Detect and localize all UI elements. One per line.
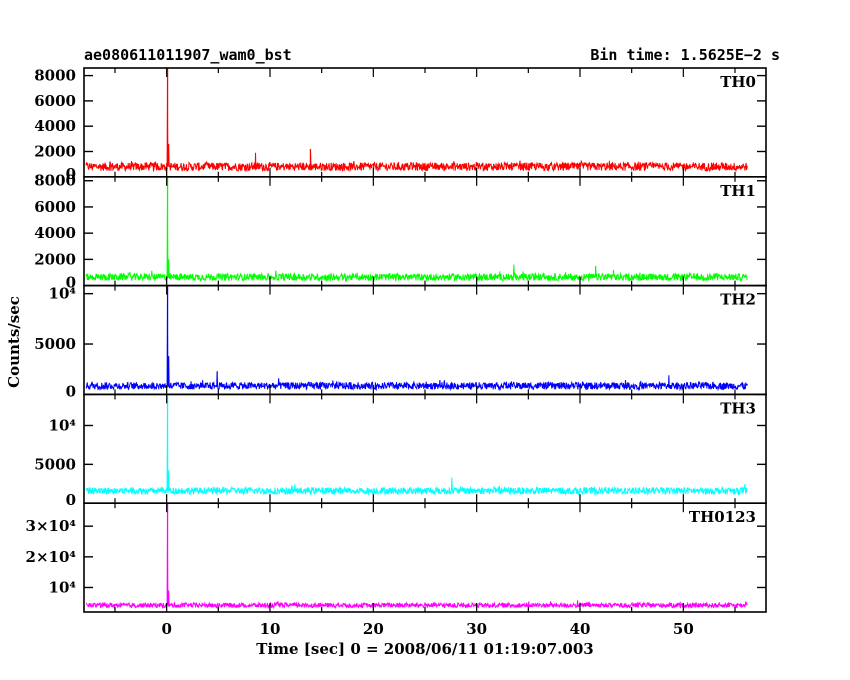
y-tick-label: 2000 bbox=[34, 142, 76, 160]
y-tick-label: 3×10⁴ bbox=[26, 517, 77, 535]
y-tick-label: 10⁴ bbox=[49, 285, 77, 303]
panel-th3: TH3 0 5000 10⁴ bbox=[34, 393, 767, 509]
x-tick-label: 20 bbox=[363, 620, 384, 638]
y-tick-label: 4000 bbox=[34, 224, 76, 242]
y-tick-label: 0 bbox=[66, 382, 76, 400]
panel-th1: TH1 0 2000 4000 6000 8000 bbox=[34, 172, 767, 292]
panel-th0123: TH0123 10⁴ 2×10⁴ 3×10⁴ bbox=[26, 502, 767, 613]
x-tick-label: 40 bbox=[570, 620, 591, 638]
panel-th0: TH0 0 2000 4000 6000 8000 bbox=[34, 67, 767, 183]
series-line-th3 bbox=[85, 394, 748, 497]
channel-label: TH0123 bbox=[689, 508, 756, 526]
y-tick-label: 2000 bbox=[34, 250, 76, 268]
y-tick-label: 5000 bbox=[34, 455, 76, 473]
x-axis-title: Time [sec] 0 = 2008/06/11 01:19:07.003 bbox=[256, 640, 593, 658]
panels: TH002000400060008000TH102000400060008000… bbox=[26, 67, 767, 638]
x-tick-label: 50 bbox=[673, 620, 694, 638]
x-tick-label: 30 bbox=[466, 620, 487, 638]
channel-label: TH2 bbox=[720, 291, 756, 309]
channel-label: TH1 bbox=[720, 182, 756, 200]
y-tick-label: 0 bbox=[66, 165, 76, 183]
observation-id: ae080611011907_wam0_bst bbox=[84, 46, 292, 64]
y-tick-label: 2×10⁴ bbox=[26, 548, 77, 566]
y-tick-label: 10⁴ bbox=[49, 578, 77, 596]
y-tick-label: 8000 bbox=[34, 67, 76, 85]
y-axis-title: Counts/sec bbox=[5, 296, 23, 388]
series-line-th2 bbox=[85, 285, 748, 392]
channel-label: TH3 bbox=[720, 399, 756, 417]
y-tick-label: 10⁴ bbox=[49, 416, 77, 434]
panel-frame bbox=[83, 176, 767, 287]
y-tick-label: 6000 bbox=[34, 92, 76, 110]
bin-time-label: Bin time: 1.5625E−2 s bbox=[590, 46, 780, 64]
panel-frame bbox=[83, 393, 767, 504]
y-tick-label: 4000 bbox=[34, 117, 76, 135]
series-line-th0 bbox=[85, 67, 748, 173]
y-tick-label: 0 bbox=[66, 274, 76, 292]
channel-label: TH0 bbox=[720, 73, 756, 91]
x-tick-label: 10 bbox=[260, 620, 281, 638]
y-tick-label: 8000 bbox=[34, 172, 76, 190]
x-tick-label: 0 bbox=[161, 620, 171, 638]
series-line-th0123 bbox=[85, 503, 748, 610]
y-tick-label: 6000 bbox=[34, 198, 76, 216]
panel-th2: TH2 0 5000 10⁴ bbox=[34, 284, 767, 400]
panel-frame bbox=[83, 502, 767, 613]
y-tick-label: 5000 bbox=[34, 335, 76, 353]
series-line-th1 bbox=[85, 176, 748, 283]
y-tick-label: 0 bbox=[66, 491, 76, 509]
panel-frame bbox=[83, 67, 767, 178]
panel-frame bbox=[83, 284, 767, 396]
